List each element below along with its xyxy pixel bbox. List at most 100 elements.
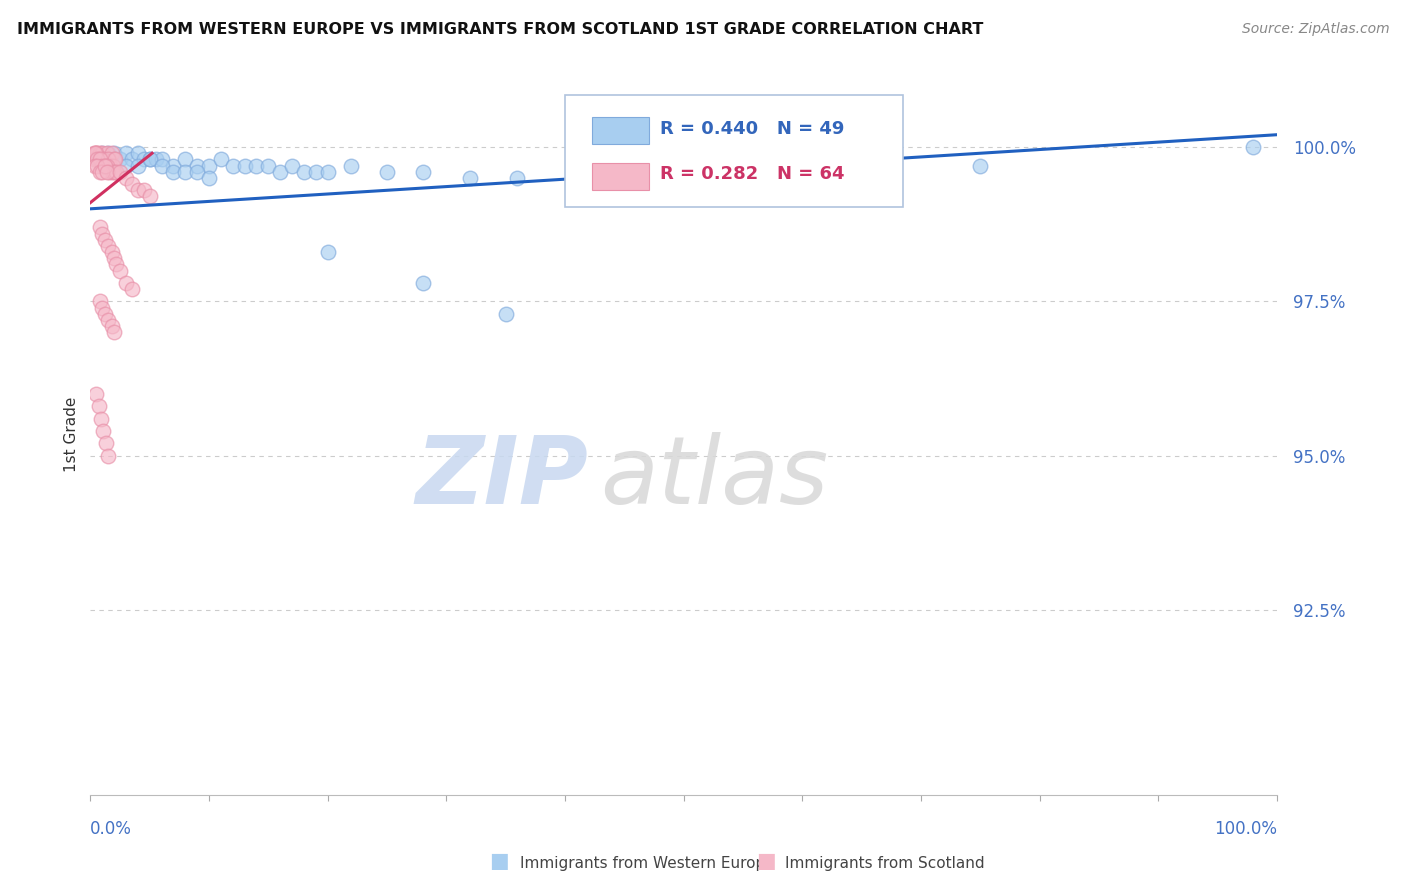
Point [174, 165, 197, 179]
Point [103, 146, 125, 161]
Point [115, 159, 138, 173]
Point [91, 301, 114, 315]
Point [97, 239, 120, 253]
Point [305, 165, 328, 179]
Point [84, 387, 107, 401]
Point [100, 159, 122, 173]
Point [96, 159, 118, 173]
Point [696, 170, 718, 185]
Point [969, 159, 991, 173]
Point [108, 165, 131, 179]
Point [186, 165, 208, 179]
Point [108, 263, 131, 277]
Point [127, 146, 149, 161]
Point [91, 165, 114, 179]
Point [96, 146, 118, 161]
Point [97, 313, 120, 327]
Point [87, 400, 110, 414]
Point [84, 146, 107, 161]
Point [458, 170, 481, 185]
Point [150, 153, 173, 167]
Point [103, 153, 125, 167]
Point [86, 153, 108, 167]
Point [132, 183, 155, 197]
Point [93, 233, 115, 247]
Point [93, 159, 115, 173]
Point [91, 159, 114, 173]
Point [162, 165, 184, 179]
Point [93, 153, 115, 167]
Point [93, 424, 115, 438]
Point [412, 276, 434, 290]
Point [145, 153, 167, 167]
Point [412, 165, 434, 179]
Point [281, 159, 304, 173]
Point [93, 159, 115, 173]
Point [105, 257, 128, 271]
Point [127, 159, 149, 173]
FancyBboxPatch shape [565, 95, 903, 207]
Point [83, 153, 105, 167]
Point [97, 449, 120, 463]
Point [83, 146, 105, 161]
Text: 0.0%: 0.0% [90, 820, 132, 838]
Text: Immigrants from Western Europe: Immigrants from Western Europe [520, 855, 775, 871]
Text: R = 0.282   N = 64: R = 0.282 N = 64 [659, 165, 845, 183]
Point [198, 170, 221, 185]
Point [174, 153, 197, 167]
Y-axis label: 1st Grade: 1st Grade [65, 396, 79, 472]
Point [108, 153, 131, 167]
Point [209, 153, 232, 167]
Point [94, 436, 117, 450]
Point [138, 153, 160, 167]
Point [127, 183, 149, 197]
Text: Source: ZipAtlas.com: Source: ZipAtlas.com [1241, 22, 1389, 37]
Text: Immigrants from Scotland: Immigrants from Scotland [785, 855, 984, 871]
Point [138, 153, 160, 167]
Point [98, 153, 121, 167]
Point [269, 165, 291, 179]
Point [93, 307, 115, 321]
Point [89, 165, 111, 179]
Text: ■: ■ [756, 851, 776, 871]
Point [89, 146, 111, 161]
Point [97, 153, 120, 167]
Point [100, 165, 122, 179]
Point [97, 146, 120, 161]
Point [506, 170, 529, 185]
Point [101, 159, 124, 173]
Point [1241, 140, 1264, 154]
Point [115, 276, 138, 290]
Point [84, 146, 107, 161]
Point [91, 146, 114, 161]
Point [198, 159, 221, 173]
Point [86, 146, 108, 161]
Point [257, 159, 280, 173]
Point [96, 165, 118, 179]
Point [648, 165, 671, 179]
Point [103, 165, 125, 179]
Point [104, 153, 127, 167]
Point [91, 153, 114, 167]
Point [578, 159, 600, 173]
Point [316, 165, 339, 179]
Point [89, 220, 111, 235]
Point [316, 245, 339, 260]
Point [115, 146, 138, 161]
Point [89, 294, 111, 309]
Point [245, 159, 267, 173]
Point [233, 159, 256, 173]
Point [495, 307, 517, 321]
Text: atlas: atlas [600, 432, 828, 523]
Point [186, 159, 208, 173]
Point [103, 153, 125, 167]
Point [90, 411, 112, 425]
Point [98, 165, 121, 179]
Point [84, 146, 107, 161]
Point [121, 153, 143, 167]
Point [162, 159, 184, 173]
Point [115, 170, 138, 185]
Point [292, 165, 315, 179]
Text: 100.0%: 100.0% [1213, 820, 1277, 838]
Point [838, 153, 860, 167]
